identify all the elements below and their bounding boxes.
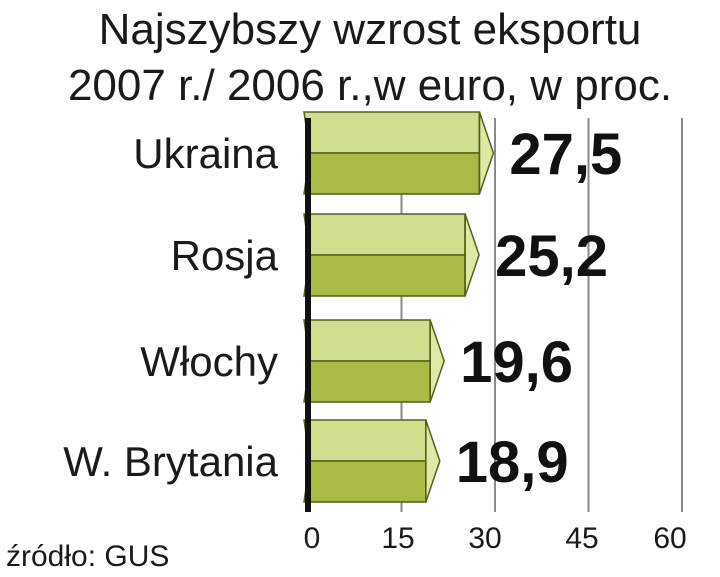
bars — [303, 111, 495, 503]
bar-1-top — [303, 213, 466, 256]
bar-0-cap — [478, 111, 495, 195]
bar-3-top — [303, 419, 427, 462]
bar-2-bottom — [303, 360, 431, 403]
category-label-1: Rosja — [171, 232, 279, 279]
value-label-1: 25,2 — [495, 224, 608, 289]
bar-3 — [303, 419, 441, 503]
value-label-2: 19,6 — [460, 330, 573, 395]
bar-0-bottom — [303, 152, 481, 195]
chart-title-line-2: 2007 r./ 2006 r.,w euro, w proc. — [68, 61, 672, 110]
bar-2-top — [303, 319, 431, 362]
bar-0-top — [303, 111, 481, 154]
x-tick-label-0: 0 — [304, 522, 321, 555]
category-labels: Ukraina Rosja Włochy W. Brytania — [63, 130, 278, 485]
bar-3-bottom — [303, 460, 427, 503]
x-tick-label-45: 45 — [565, 522, 598, 555]
bar-1-bottom — [303, 254, 466, 297]
bar-0 — [303, 111, 495, 195]
value-label-0: 27,5 — [509, 122, 622, 187]
chart-title-line-1: Najszybszy wzrost eksportu — [99, 5, 642, 54]
x-tick-label-60: 60 — [653, 522, 686, 555]
x-axis: 0 15 30 45 60 — [304, 118, 687, 555]
bar-2-cap — [429, 319, 445, 403]
category-label-0: Ukraina — [133, 130, 278, 177]
bar-1-cap — [464, 213, 480, 297]
value-label-3: 18,9 — [456, 430, 569, 495]
category-label-3: W. Brytania — [63, 438, 278, 485]
bar-2 — [303, 319, 445, 403]
category-label-2: Włochy — [140, 338, 278, 385]
bar-3-cap — [425, 419, 441, 503]
chart-title: Najszybszy wzrost eksportu 2007 r./ 2006… — [68, 5, 672, 110]
x-tick-label-15: 15 — [381, 522, 414, 555]
source-note: źródło: GUS — [6, 540, 169, 573]
bar-1 — [303, 213, 480, 297]
value-labels: 27,5 25,2 19,6 18,9 — [456, 122, 622, 495]
x-tick-label-30: 30 — [468, 522, 501, 555]
